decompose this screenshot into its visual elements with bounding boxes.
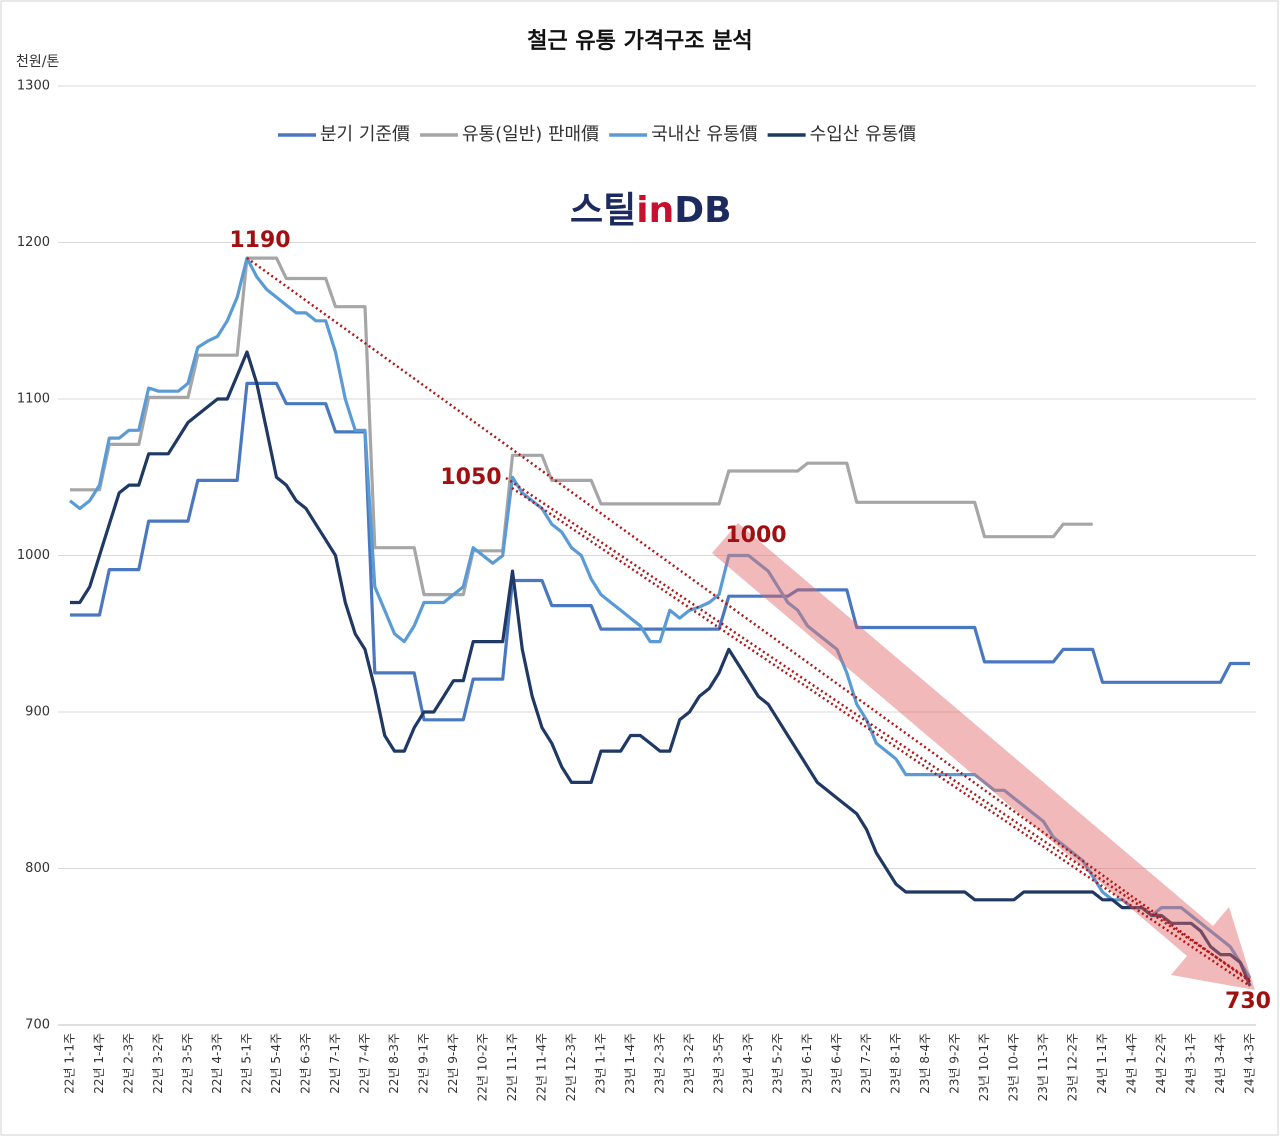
legend-label: 수입산 유통價 (810, 124, 917, 145)
y-tick-label: 1200 (17, 235, 50, 250)
x-tick-label: 22년 7-4주 (358, 1033, 372, 1094)
series-line (70, 350, 1252, 987)
x-tick-label: 22년 11-4주 (535, 1033, 549, 1101)
x-tick-label: 23년 8-4주 (918, 1033, 932, 1094)
x-tick-label: 22년 6-3주 (299, 1033, 313, 1094)
x-tick-label: 23년 3-5주 (712, 1033, 726, 1094)
y-axis-label: 천원/톤 (16, 54, 59, 70)
series-line (69, 256, 1252, 979)
y-tick-label: 900 (25, 705, 50, 720)
x-tick-label: 23년 1-4주 (623, 1033, 637, 1094)
x-tick-label: 23년 4-3주 (741, 1033, 755, 1094)
x-tick-label: 24년 1-1주 (1095, 1033, 1109, 1094)
annotation: 1050 (440, 465, 501, 490)
x-tick-label: 23년 6-1주 (800, 1033, 814, 1094)
y-tick-label: 1300 (17, 79, 50, 94)
logo-part: DB (674, 190, 731, 231)
legend-label: 국내산 유통價 (651, 124, 758, 145)
annotation: 730 (1225, 989, 1271, 1014)
logo: 스틸inDB (570, 190, 732, 231)
trend-dotted-line (246, 256, 1253, 985)
y-tick-label: 1100 (17, 392, 50, 407)
x-tick-label: 24년 1-4주 (1125, 1033, 1139, 1094)
x-tick-label: 23년 3-2주 (682, 1033, 696, 1094)
y-tick-label: 700 (25, 1018, 50, 1033)
x-tick-label: 24년 3-4주 (1213, 1033, 1227, 1094)
x-tick-label: 23년 2-3주 (653, 1033, 667, 1094)
x-tick-label: 24년 2-2주 (1154, 1033, 1168, 1094)
legend-label: 분기 기준價 (320, 124, 410, 145)
x-tick-label: 23년 11-3주 (1036, 1033, 1050, 1101)
annotation: 1000 (725, 523, 786, 548)
y-tick-label: 1000 (17, 548, 50, 563)
trend-decoration (246, 256, 1255, 990)
x-tick-label: 22년 7-1주 (328, 1033, 342, 1094)
lines (69, 256, 1252, 987)
x-tick-label: 23년 9-2주 (948, 1033, 962, 1094)
x-tick-label: 22년 1-4주 (92, 1033, 106, 1094)
x-tick-label: 22년 12-3주 (564, 1033, 578, 1101)
annotation: 1190 (229, 228, 290, 253)
x-tick-label: 22년 4-3주 (210, 1033, 224, 1094)
x-tick-label: 23년 12-2주 (1066, 1033, 1080, 1101)
x-tick-label: 23년 7-2주 (859, 1033, 873, 1094)
x-tick-label: 22년 3-5주 (181, 1033, 195, 1094)
x-tick-label: 24년 3-1주 (1184, 1033, 1198, 1094)
x-tick-label: 22년 1-1주 (63, 1033, 77, 1094)
series-line (70, 256, 1093, 597)
x-tick-label: 24년 4-3주 (1243, 1033, 1257, 1094)
x-tick-label: 22년 3-2주 (151, 1033, 165, 1094)
x-tick-label: 23년 6-4주 (830, 1033, 844, 1094)
x-tick-label: 22년 5-4주 (269, 1033, 283, 1094)
x-tick-label: 22년 8-3주 (387, 1033, 401, 1094)
x-tick-label: 22년 10-2주 (476, 1033, 490, 1101)
trend-dotted-line (511, 486, 1251, 988)
logo-part: in (636, 190, 674, 231)
x-tick-label: 23년 5-2주 (771, 1033, 785, 1094)
x-tick-label: 23년 8-1주 (889, 1033, 903, 1094)
x-tick-label: 22년 9-1주 (417, 1033, 431, 1094)
x-tick-label: 22년 2-3주 (122, 1033, 136, 1094)
y-tick-label: 800 (25, 861, 50, 876)
series-line (70, 381, 1250, 722)
x-tick-label: 23년 1-1주 (594, 1033, 608, 1094)
x-tick-label: 23년 10-4주 (1007, 1033, 1021, 1101)
x-tick-label: 23년 10-1주 (977, 1033, 991, 1101)
grid: 700 800 900 1000 1100 1200 1300 22년 1-1주 22년 1-4… (17, 79, 1257, 1102)
trend-arrow (712, 523, 1255, 990)
logo-part: 스틸 (570, 190, 636, 231)
x-tick-label: 22년 11-1주 (505, 1033, 519, 1101)
chart-title: 철근 유통 가격구조 분석 (527, 29, 752, 54)
legend: 분기 기준價 유통(일반) 판매價 국내산 유통價 수입산 유통價 (278, 124, 916, 145)
x-tick-label: 22년 5-1주 (240, 1033, 254, 1094)
legend-label: 유통(일반) 판매價 (462, 124, 599, 145)
x-tick-label: 22년 9-4주 (446, 1033, 460, 1094)
